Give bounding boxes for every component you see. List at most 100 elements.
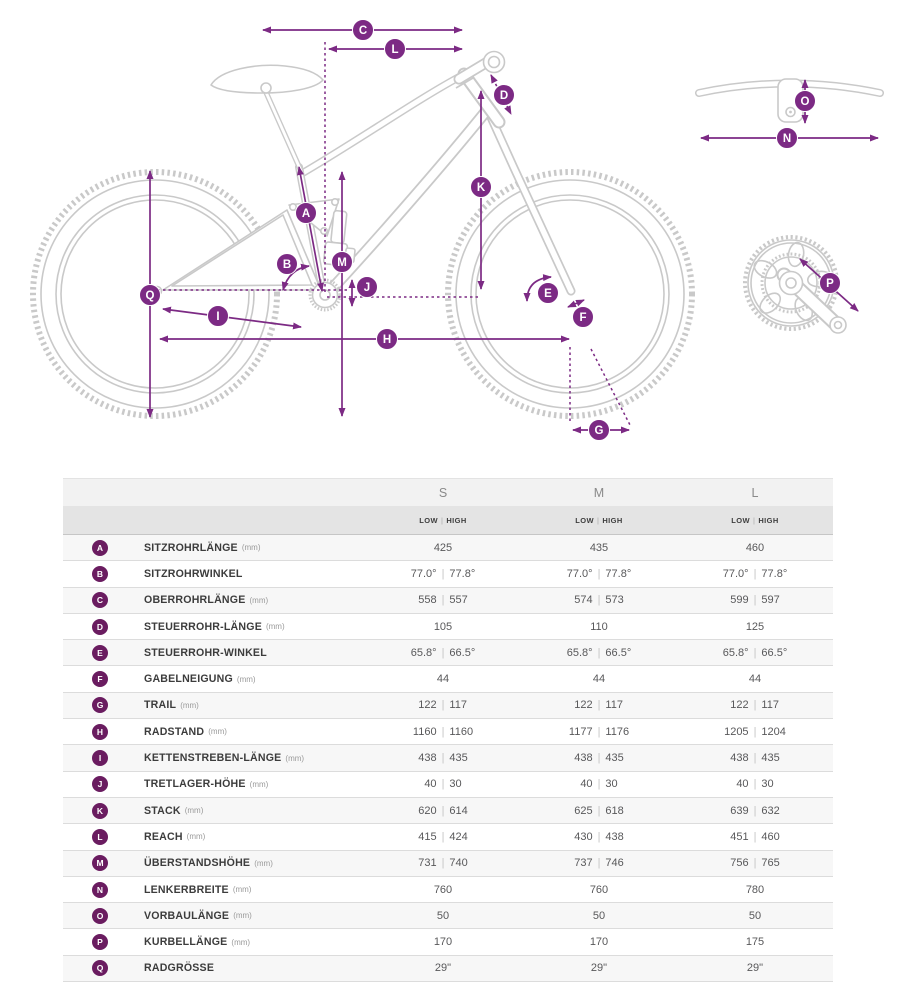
value-pair: 451 | 460 <box>719 831 792 843</box>
value-cell: 430 | 438 <box>521 823 677 851</box>
svg-text:N: N <box>783 133 791 145</box>
diagram-marker: N <box>776 127 798 149</box>
dimension-arrow-E <box>523 274 552 302</box>
row-unit: (mm) <box>249 779 269 789</box>
value-pair: 430 | 438 <box>563 831 636 843</box>
value-high: 77.8° <box>449 567 476 580</box>
value-cell: 122 | 117 <box>365 692 521 720</box>
value-pair: 731 | 740 <box>407 857 480 869</box>
row-marker-badge: E <box>92 644 108 661</box>
value-single: 175 <box>745 936 765 949</box>
svg-text:O: O <box>801 96 810 108</box>
row-unit: (mm) <box>231 937 251 947</box>
value-cell: 170 <box>365 928 521 956</box>
value-cell: 110 <box>521 613 677 641</box>
table-row: I KETTENSTREBEN-LÄNGE (mm) 438 | 435 438 | 435 43… <box>63 744 833 772</box>
value-high: 117 <box>761 699 779 712</box>
value-cell: 29" <box>677 955 833 983</box>
value-high: 460 <box>761 830 780 843</box>
value-pair: 65.8° | 66.5° <box>719 647 792 659</box>
value-separator: | <box>753 857 757 870</box>
value-high: 77.8° <box>761 567 788 580</box>
value-cell: 451 | 460 <box>677 823 833 851</box>
svg-text:F: F <box>579 312 586 324</box>
row-label: OBERROHRLÄNGE <box>144 594 246 607</box>
value-high: 66.5° <box>605 646 632 659</box>
row-unit: (mm) <box>208 727 227 737</box>
table-row: J TRETLAGER-HÖHE (mm) 40 | 30 40 | 30 40 | 30 <box>63 771 833 798</box>
value-high: 1204 <box>761 725 786 738</box>
dimension-arrow-F <box>567 299 585 308</box>
value-high: 632 <box>761 804 780 817</box>
value-low: 40 <box>424 778 437 791</box>
table-row: B SITZROHRWINKEL 77.0° | 77.8° 77.0° | 77.8° 77.… <box>63 560 833 588</box>
value-low: 77.0° <box>410 567 437 580</box>
value-cell: 620 | 614 <box>365 797 521 825</box>
value-separator: | <box>753 567 757 580</box>
value-separator: | <box>441 830 445 843</box>
svg-text:B: B <box>283 259 291 271</box>
value-separator: | <box>597 594 601 607</box>
diagram-marker: O <box>794 90 816 112</box>
table-row: L REACH (mm) 415 | 424 430 | 438 451 | 460 <box>63 823 833 851</box>
row-label: STEUERROHR-LÄNGE <box>144 620 262 633</box>
value-cell: 1205 | 1204 <box>677 718 833 746</box>
value-cell: 44 <box>677 665 833 693</box>
value-high: 77.8° <box>605 567 632 580</box>
table-row: G TRAIL (mm) 122 | 117 122 | 117 122 | 117 <box>63 692 833 720</box>
value-high: 30 <box>449 778 462 791</box>
diagram-marker: Q <box>139 284 161 306</box>
value-separator: | <box>753 699 757 712</box>
table-row: A SITZROHRLÄNGE (mm) 425 435 460 <box>63 534 833 562</box>
value-separator: | <box>441 804 445 817</box>
value-low: 77.0° <box>566 567 593 580</box>
value-cell: 780 <box>677 876 833 904</box>
value-separator: | <box>597 567 601 580</box>
value-low: 731 <box>418 857 437 870</box>
row-marker-badge: M <box>92 855 108 872</box>
bike-illustration <box>33 50 692 417</box>
svg-text:E: E <box>544 288 552 300</box>
diagram-marker-layer: A B C D E F G H I J K L M N O P Q <box>139 19 841 441</box>
value-cell: 29" <box>365 955 521 983</box>
value-cell: 425 <box>365 534 521 562</box>
value-pair: 737 | 746 <box>563 857 636 869</box>
diagram-marker: K <box>470 176 492 198</box>
row-marker-badge: J <box>92 776 108 793</box>
row-label: TRETLAGER-HÖHE <box>144 778 246 791</box>
value-separator: | <box>753 594 757 607</box>
value-low: 1205 <box>724 725 749 738</box>
value-cell: 77.0° | 77.8° <box>365 560 521 588</box>
row-unit: (mm) <box>184 806 204 816</box>
value-cell: 1160 | 1160 <box>365 718 521 746</box>
value-high: 435 <box>449 752 468 765</box>
table-row: O VORBAULÄNGE (mm) 50 50 50 <box>63 902 833 930</box>
diagram-marker: H <box>376 328 398 350</box>
value-cell: 125 <box>677 613 833 641</box>
row-marker-badge: C <box>92 592 108 609</box>
diagram-marker: J <box>356 276 378 298</box>
row-label: STACK <box>144 804 181 817</box>
row-marker-badge: H <box>92 723 108 740</box>
row-unit: (mm) <box>232 885 252 894</box>
value-high: 435 <box>761 752 780 765</box>
value-separator: | <box>597 830 601 843</box>
value-low: 625 <box>574 804 593 817</box>
value-high: 30 <box>761 778 774 791</box>
value-low: 1177 <box>568 725 593 738</box>
svg-text:D: D <box>500 90 508 102</box>
value-cell: 122 | 117 <box>521 692 677 720</box>
value-separator: | <box>753 752 757 765</box>
value-separator: | <box>753 646 757 659</box>
value-low: 77.0° <box>722 567 749 580</box>
value-pair: 438 | 435 <box>407 752 480 764</box>
value-pair: 625 | 618 <box>563 805 636 817</box>
value-high: 618 <box>605 804 624 817</box>
diagram-marker: L <box>384 38 406 60</box>
value-pair: 756 | 765 <box>719 857 792 869</box>
value-high: 30 <box>605 778 618 791</box>
value-cell: 625 | 618 <box>521 797 677 825</box>
row-unit: (mm) <box>241 543 261 553</box>
value-low: 65.8° <box>410 646 437 659</box>
table-row: K STACK (mm) 620 | 614 625 | 618 639 | 632 <box>63 797 833 825</box>
